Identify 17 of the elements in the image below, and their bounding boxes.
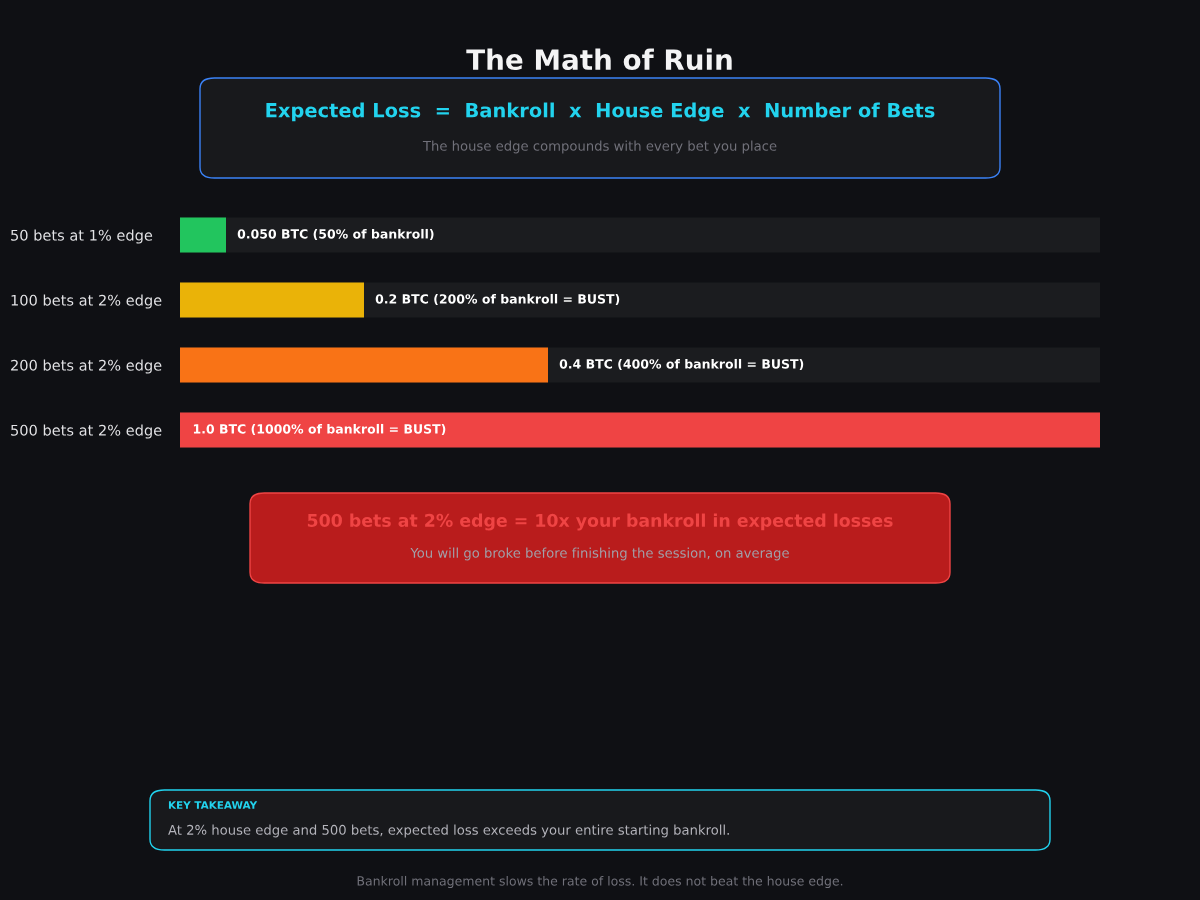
y-tick-label: 500 bets at 2% edge [11,424,162,439]
y-tick-label: 50 bets at 1% edge [11,229,153,244]
data-label: 0.4 BTC (400% of bankroll = BUST) [559,358,804,371]
chart-title: The Math of Ruin [466,48,732,71]
data-label: 0.2 BTC (200% of bankroll = BUST) [375,293,620,306]
y-tick-label: 100 bets at 2% edge [11,294,162,309]
bar [180,282,364,318]
text: You will go broke before finishing the session, on average [410,547,789,561]
y-tick-label: 200 bets at 2% edge [11,359,162,374]
chart-subtitle: Expected Loss = Bankroll x House Edge x Number of Bets [266,102,935,122]
text: At 2% house edge and 500 bets, expected loss exceeds your entire starting bankroll. [168,824,729,838]
data-label: 0.050 BTC (50% of bankroll) [237,228,434,241]
bar [180,217,226,253]
text: KEY TAKEAWAY [168,801,258,809]
data-label: 1.0 BTC (1000% of bankroll = BUST) [193,423,446,436]
text: The house edge compounds with every bet you place [422,140,777,154]
text: Bankroll management slows the rate of loss. It does not beat the house edge. [357,875,843,889]
